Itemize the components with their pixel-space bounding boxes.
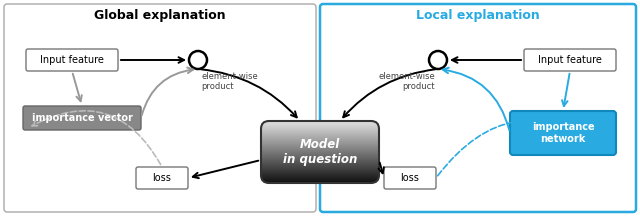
- Text: element-wise
product: element-wise product: [378, 72, 435, 91]
- Circle shape: [429, 51, 447, 69]
- Text: importance vector: importance vector: [31, 113, 132, 123]
- FancyBboxPatch shape: [136, 167, 188, 189]
- Text: loss: loss: [152, 173, 172, 183]
- FancyBboxPatch shape: [384, 167, 436, 189]
- FancyBboxPatch shape: [23, 106, 141, 130]
- FancyBboxPatch shape: [26, 49, 118, 71]
- Text: importance
network: importance network: [532, 122, 595, 144]
- FancyBboxPatch shape: [524, 49, 616, 71]
- Text: Model
in question: Model in question: [283, 138, 357, 166]
- Text: loss: loss: [401, 173, 419, 183]
- Text: Local explanation: Local explanation: [416, 10, 540, 22]
- Text: Input feature: Input feature: [40, 55, 104, 65]
- Text: element-wise
product: element-wise product: [201, 72, 258, 91]
- FancyBboxPatch shape: [510, 111, 616, 155]
- Circle shape: [189, 51, 207, 69]
- Text: Input feature: Input feature: [538, 55, 602, 65]
- Text: Global explanation: Global explanation: [94, 10, 226, 22]
